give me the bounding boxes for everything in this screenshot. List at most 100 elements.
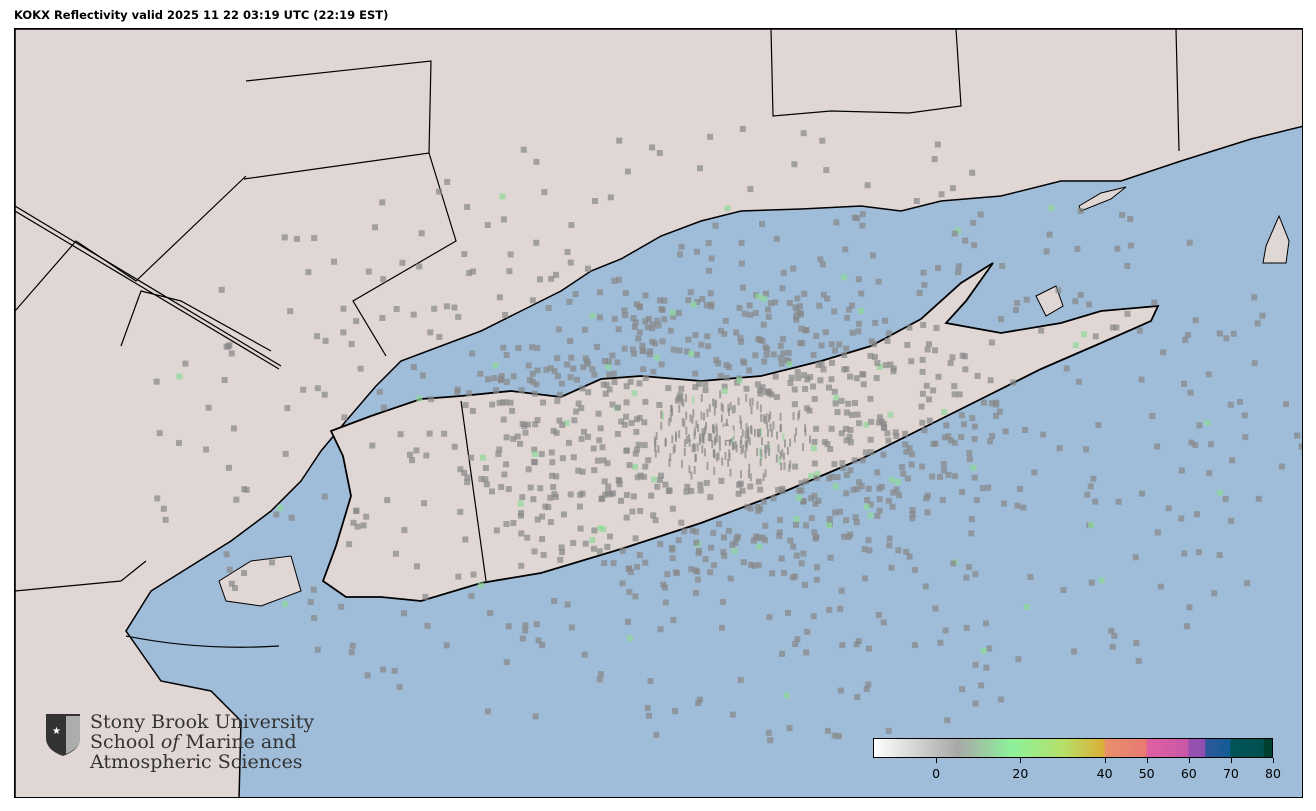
echo-pixel xyxy=(760,498,767,505)
echo-pixel xyxy=(801,372,808,379)
echo-pixel xyxy=(636,552,643,559)
echo-pixel xyxy=(609,401,616,408)
echo-pixel xyxy=(725,527,732,534)
echo-pixel xyxy=(1128,242,1135,249)
echo-pixel xyxy=(607,533,614,540)
echo-pixel xyxy=(1244,580,1251,587)
echo-pixel xyxy=(670,313,677,320)
echo-pixel xyxy=(939,497,946,504)
echo-pixel xyxy=(652,517,659,524)
echo-pixel xyxy=(409,457,416,464)
echo-pixel xyxy=(427,329,434,336)
map-layer xyxy=(15,29,1302,797)
echo-pixel xyxy=(702,380,709,387)
echo-pixel xyxy=(825,384,832,391)
echo-pixel xyxy=(808,495,815,502)
echo-pixel xyxy=(839,642,846,649)
echo-pixel xyxy=(777,342,784,349)
echo-pixel xyxy=(909,507,916,514)
echo-pixel xyxy=(321,391,328,398)
echo-pixel xyxy=(654,443,657,452)
echo-pixel xyxy=(840,465,847,472)
echo-pixel xyxy=(684,439,687,448)
echo-pixel xyxy=(568,624,575,631)
echo-pixel xyxy=(623,413,630,420)
echo-pixel xyxy=(1056,445,1063,452)
echo-pixel xyxy=(1181,550,1188,557)
echo-pixel xyxy=(729,402,732,411)
echo-pixel xyxy=(584,265,591,272)
echo-pixel xyxy=(703,448,706,457)
echo-pixel xyxy=(849,302,856,309)
echo-pixel xyxy=(737,480,744,487)
echo-pixel xyxy=(807,374,814,381)
echo-pixel xyxy=(1090,475,1097,482)
echo-pixel xyxy=(391,667,398,674)
echo-pixel xyxy=(468,454,475,461)
echo-pixel xyxy=(721,383,728,390)
echo-pixel xyxy=(876,507,883,514)
echo-pixel xyxy=(792,412,795,421)
echo-pixel xyxy=(533,158,540,165)
echo-pixel xyxy=(723,374,730,381)
echo-pixel xyxy=(580,364,587,371)
echo-pixel xyxy=(1227,401,1234,408)
echo-pixel xyxy=(1092,498,1099,505)
echo-pixel xyxy=(932,605,939,612)
echo-pixel xyxy=(482,465,489,472)
echo-pixel xyxy=(566,298,573,305)
echo-pixel xyxy=(577,525,584,532)
radar-map[interactable] xyxy=(14,28,1303,798)
echo-pixel xyxy=(517,500,524,507)
echo-pixel xyxy=(727,575,734,582)
echo-pixel xyxy=(1109,643,1116,650)
echo-pixel xyxy=(800,498,807,505)
echo-pixel xyxy=(503,434,510,441)
echo-pixel xyxy=(787,537,794,544)
echo-pixel xyxy=(510,373,517,380)
echo-pixel xyxy=(535,637,542,644)
echo-pixel xyxy=(576,503,583,510)
echo-pixel xyxy=(550,484,557,491)
echo-pixel xyxy=(762,414,765,423)
echo-pixel xyxy=(485,376,492,383)
echo-pixel xyxy=(514,433,521,440)
echo-pixel xyxy=(812,535,819,542)
echo-pixel xyxy=(160,505,167,512)
echo-pixel xyxy=(887,411,894,418)
echo-pixel xyxy=(311,615,318,622)
echo-pixel xyxy=(769,411,772,420)
echo-pixel xyxy=(762,522,769,529)
echo-pixel xyxy=(795,375,802,382)
echo-pixel xyxy=(974,372,981,379)
echo-pixel xyxy=(886,542,893,549)
echo-pixel xyxy=(738,239,745,246)
echo-pixel xyxy=(896,492,903,499)
echo-pixel xyxy=(281,600,288,607)
echo-pixel xyxy=(992,412,999,419)
echo-pixel xyxy=(783,461,786,470)
echo-pixel xyxy=(585,433,592,440)
echo-pixel xyxy=(669,505,676,512)
echo-pixel xyxy=(1251,360,1258,367)
echo-pixel xyxy=(865,681,872,688)
echo-pixel xyxy=(567,491,574,498)
echo-pixel xyxy=(1255,495,1262,502)
echo-pixel xyxy=(694,576,701,583)
echo-pixel xyxy=(786,446,789,455)
echo-pixel xyxy=(931,156,938,163)
echo-pixel xyxy=(845,400,852,407)
echo-pixel xyxy=(1149,412,1156,419)
echo-pixel xyxy=(678,519,685,526)
echo-pixel xyxy=(635,441,642,448)
echo-pixel xyxy=(858,290,865,297)
echo-pixel xyxy=(797,340,804,347)
echo-pixel xyxy=(996,408,1003,415)
echo-pixel xyxy=(623,383,630,390)
echo-pixel xyxy=(708,544,715,551)
echo-pixel xyxy=(780,350,787,357)
echo-pixel xyxy=(655,431,658,440)
echo-pixel xyxy=(919,390,926,397)
echo-pixel xyxy=(354,523,361,530)
echo-pixel xyxy=(798,487,805,494)
